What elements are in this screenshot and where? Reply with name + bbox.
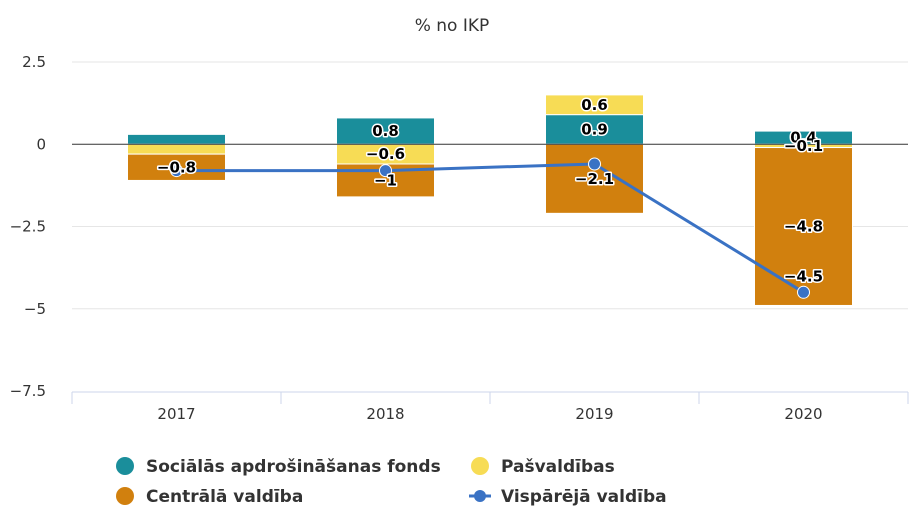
- legend-marker: [471, 457, 489, 475]
- x-tick-label: 2019: [575, 405, 613, 423]
- legend-label: Centrālā valdība: [146, 487, 303, 507]
- legend-label: Pašvaldības: [501, 457, 615, 477]
- x-tick-label: 2018: [366, 405, 404, 423]
- grid-layer: 2.5 0 −2.5 −5 −7.5: [10, 53, 908, 400]
- y-tick-label: −7.5: [10, 382, 46, 400]
- data-label: 0.8: [372, 122, 399, 140]
- line-point: [379, 164, 392, 178]
- y-tick-label: 0: [36, 135, 46, 153]
- bar-segment: [545, 94, 644, 116]
- line-point: [588, 157, 601, 171]
- data-label: −0.6: [366, 145, 405, 163]
- data-label: 0.9: [581, 120, 608, 138]
- x-tick-label: 2020: [784, 405, 822, 423]
- x-tick-label: 2017: [157, 405, 195, 423]
- data-label: −4.5: [784, 267, 823, 285]
- y-tick-label: 2.5: [22, 53, 46, 71]
- bar-segment: [336, 117, 435, 145]
- data-label: −2.1: [575, 170, 614, 188]
- bar-segment: [545, 143, 644, 214]
- line-layer: [170, 157, 810, 299]
- data-label: 0.6: [581, 96, 608, 114]
- data-label: −4.8: [784, 218, 823, 236]
- bar-segment: [754, 147, 853, 306]
- data-label: −0.1: [784, 137, 823, 155]
- x-axis: 2017 2018 2019 2020: [71, 391, 909, 423]
- bar-segment: [127, 143, 226, 155]
- legend-label: Vispārējā valdība: [501, 487, 667, 507]
- bar-layer: [127, 94, 853, 306]
- bar-segment: [127, 133, 226, 145]
- data-label-layer: −0.8 0.8 −0.6 −1 0.9 0.6 −2.1 0.4−0.1 −4.8 −4.5: [155, 94, 824, 287]
- legend-marker: [116, 487, 134, 505]
- legend-label: Sociālās apdrošināšanas fonds: [146, 457, 441, 477]
- data-label: −1: [374, 171, 397, 189]
- line-series: [176, 162, 805, 294]
- y-tick-label: −2.5: [10, 218, 46, 236]
- line-point: [797, 285, 810, 299]
- legend-marker: [116, 457, 134, 475]
- legend-marker: [474, 490, 486, 502]
- data-label: 0.4: [790, 129, 817, 147]
- data-label: −0.8: [157, 158, 196, 176]
- line-point: [170, 164, 183, 178]
- legend: Sociālās apdrošināšanas fonds Pašvaldības…: [116, 457, 667, 507]
- chart-title: % no IKP: [415, 16, 490, 36]
- y-tick-label: −5: [24, 300, 46, 318]
